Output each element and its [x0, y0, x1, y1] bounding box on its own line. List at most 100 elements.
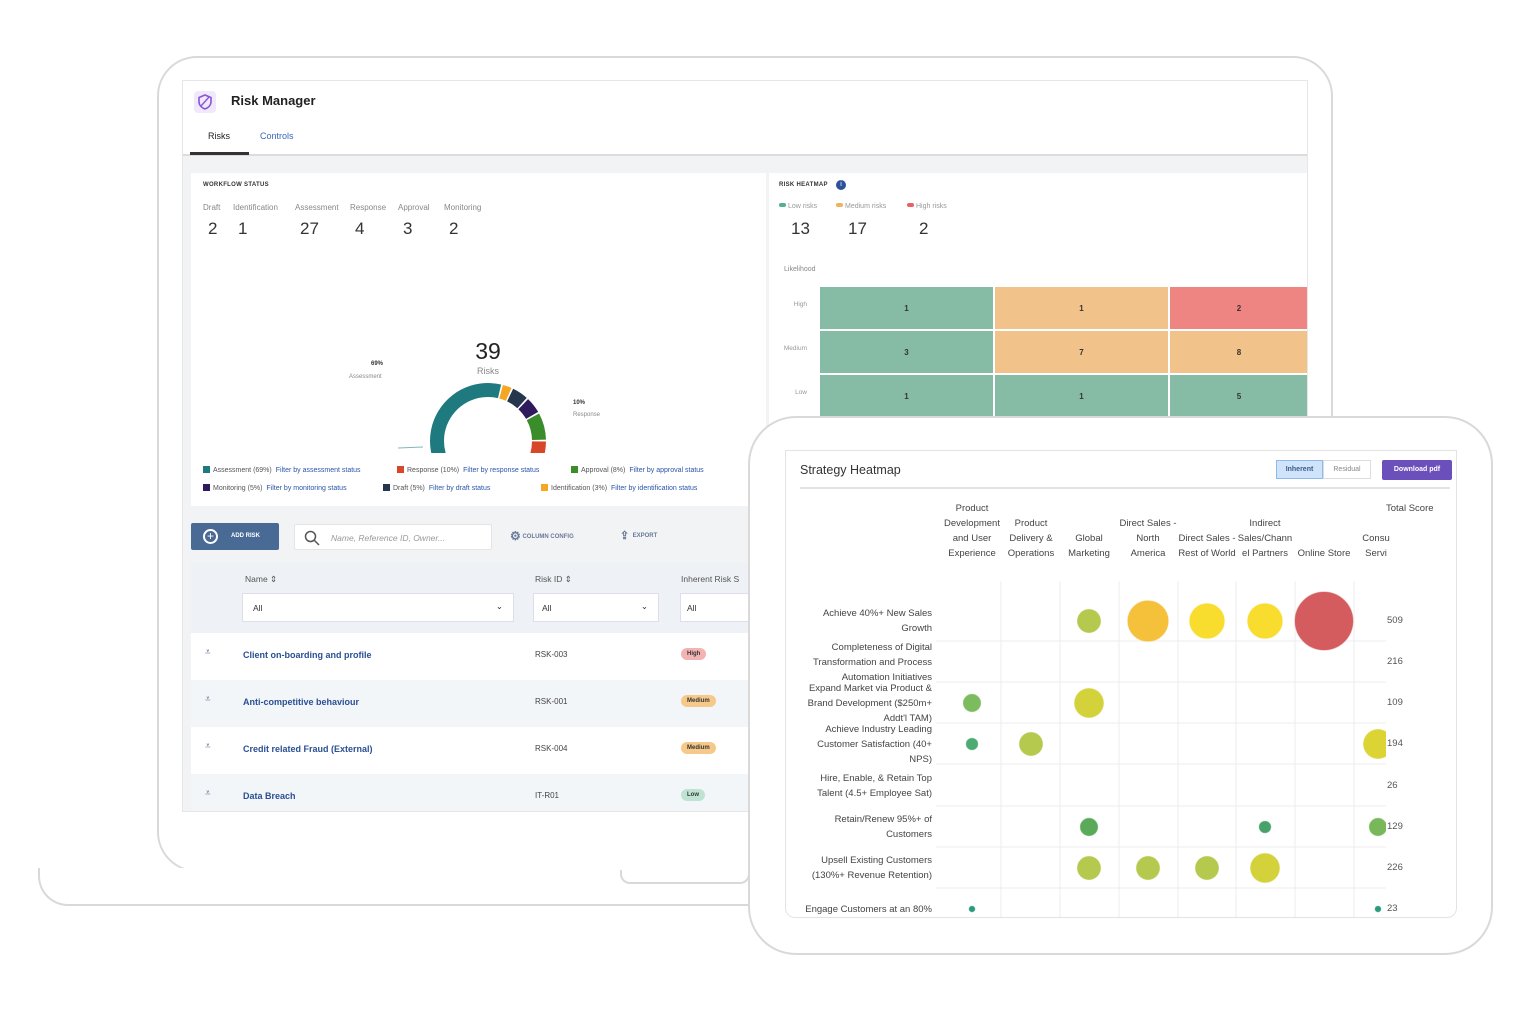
- tab-controls[interactable]: Controls: [260, 131, 294, 141]
- strategy-column-header: Online Store: [1297, 548, 1351, 559]
- strategy-bubble[interactable]: [1018, 731, 1044, 757]
- expand-icon[interactable]: ⩡: [205, 694, 211, 705]
- download-pdf-button[interactable]: Download pdf: [1382, 460, 1452, 480]
- strategy-bubble[interactable]: [1076, 855, 1102, 881]
- strategy-bubble[interactable]: [968, 905, 976, 913]
- export-button[interactable]: ⇪ EXPORT: [620, 529, 657, 542]
- expand-icon[interactable]: ⩡: [205, 788, 211, 799]
- likelihood-row-label: Low: [795, 389, 807, 396]
- strategy-bubble[interactable]: [1194, 855, 1220, 881]
- strategy-bubble[interactable]: [965, 737, 979, 751]
- strategy-bubble[interactable]: [1189, 603, 1225, 639]
- stage-count[interactable]: 2: [208, 219, 218, 238]
- workflow-donut-chart: [397, 383, 546, 453]
- strategy-bubble[interactable]: [1294, 591, 1354, 651]
- app-title: Risk Manager: [231, 93, 316, 108]
- toggle-inherent[interactable]: Inherent: [1276, 460, 1323, 479]
- strategy-bubble[interactable]: [1135, 855, 1161, 881]
- likelihood-row-label: Medium: [783, 345, 807, 352]
- donut-segment-response[interactable]: [524, 441, 546, 453]
- strategy-bubble[interactable]: [1247, 603, 1283, 639]
- heatmap-cell[interactable]: 8: [1169, 330, 1307, 374]
- donut-segment-identification[interactable]: [499, 384, 512, 401]
- heatmap-cell[interactable]: 3: [819, 330, 994, 374]
- heatmap-cell[interactable]: 2: [1169, 286, 1307, 330]
- heatmap-cell[interactable]: 1: [819, 374, 994, 418]
- chevron-down-icon: ⌄: [495, 601, 503, 611]
- strategy-column-header: Product Delivery & Operations: [1007, 518, 1055, 559]
- risk-name-link[interactable]: Credit related Fraud (External): [243, 744, 373, 754]
- total-score: 226: [1387, 862, 1403, 873]
- name-filter-select[interactable]: All ⌄: [242, 593, 514, 622]
- strategy-bubble[interactable]: [1363, 729, 1393, 759]
- plus-circle-icon: +: [203, 529, 218, 544]
- filter-link[interactable]: Filter by monitoring status: [266, 485, 347, 492]
- column-config-button[interactable]: ⚙ COLUMN CONFIG: [510, 529, 574, 543]
- donut-segment-assessment[interactable]: [430, 383, 535, 453]
- info-icon[interactable]: i: [836, 180, 846, 190]
- tab-risks[interactable]: Risks: [208, 131, 230, 141]
- add-risk-button[interactable]: + ADD RISK: [191, 523, 279, 550]
- expand-icon[interactable]: ⩡: [205, 647, 211, 658]
- col-riskid-header[interactable]: Risk ID ⇕: [535, 574, 572, 584]
- donut-segment-monitoring[interactable]: [518, 399, 539, 419]
- stage-count[interactable]: 2: [449, 219, 459, 238]
- table-row[interactable]: ⩡ Client on-boarding and profile RSK-003…: [191, 633, 751, 680]
- callout-response-label: Response: [573, 412, 601, 418]
- strategy-bubble[interactable]: [1368, 817, 1386, 837]
- strategy-bubble[interactable]: [1127, 600, 1169, 642]
- filter-link[interactable]: Filter by draft status: [428, 485, 491, 492]
- strategy-column-header: Global Marketing: [1068, 533, 1110, 559]
- filter-link[interactable]: Filter by identification status: [611, 485, 698, 492]
- legend-swatch: [541, 484, 548, 491]
- strategy-bubble[interactable]: [1258, 820, 1272, 834]
- heatmap-cell[interactable]: 5: [1169, 374, 1307, 418]
- stage-count[interactable]: 27: [300, 219, 319, 238]
- donut-total: 39: [475, 338, 501, 364]
- heatmap-cell[interactable]: 7: [994, 330, 1169, 374]
- heatmap-cell[interactable]: 1: [994, 374, 1169, 418]
- search-placeholder: Name, Reference ID, Owner...: [331, 533, 446, 543]
- strategy-bubble[interactable]: [1250, 853, 1280, 883]
- stage-label: Monitoring: [444, 203, 482, 212]
- strategy-row-label: Achieve 40%+ New Sales Growth: [822, 608, 932, 634]
- heatmap-cell[interactable]: 1: [819, 286, 994, 330]
- heatmap-cell[interactable]: 1: [994, 286, 1169, 330]
- table-header: Name ⇕ Risk ID ⇕ Inherent Risk S All ⌄ Al…: [191, 563, 760, 633]
- search-input[interactable]: Name, Reference ID, Owner...: [294, 524, 492, 550]
- strategy-bubble[interactable]: [1076, 608, 1102, 634]
- strategy-bubble[interactable]: [1074, 688, 1104, 718]
- donut-segment-draft[interactable]: [507, 388, 527, 409]
- risk-name-link[interactable]: Client on-boarding and profile: [243, 650, 372, 660]
- stage-count[interactable]: 4: [355, 219, 365, 238]
- donut-segment-approval[interactable]: [526, 413, 546, 441]
- toggle-residual[interactable]: Residual: [1323, 460, 1371, 479]
- add-risk-label: ADD RISK: [231, 533, 261, 539]
- risk-name-link[interactable]: Data Breach: [243, 791, 296, 801]
- table-row[interactable]: ⩡ Data Breach IT-R01 Low: [191, 774, 751, 811]
- filter-link[interactable]: Filter by response status: [463, 467, 540, 474]
- strategy-column-header: Direct Sales - Rest of World: [1178, 533, 1236, 559]
- column-config-label: COLUMN CONFIG: [522, 534, 574, 540]
- heatmap-legend-item: Low risks: [779, 203, 817, 210]
- strategy-bubble[interactable]: [962, 693, 982, 713]
- inherent-filter-select[interactable]: All: [680, 593, 760, 622]
- legend-item: Draft (5%) Filter by draft status: [383, 484, 490, 492]
- risk-name-link[interactable]: Anti-competitive behaviour: [243, 697, 360, 707]
- strategy-bubble[interactable]: [1374, 905, 1382, 913]
- legend-item: Response (10%) Filter by response status: [397, 466, 539, 474]
- col-inherent-header[interactable]: Inherent Risk S: [681, 574, 740, 584]
- stage-count[interactable]: 3: [403, 219, 413, 238]
- table-row[interactable]: ⩡ Credit related Fraud (External) RSK-00…: [191, 727, 751, 774]
- expand-icon[interactable]: ⩡: [205, 741, 211, 752]
- filter-link[interactable]: Filter by assessment status: [275, 467, 361, 474]
- title-divider: [800, 487, 1450, 489]
- strategy-bubble[interactable]: [1079, 817, 1099, 837]
- riskid-filter-select[interactable]: All ⌄: [533, 593, 659, 622]
- search-icon: [304, 530, 320, 546]
- table-row[interactable]: ⩡ Anti-competitive behaviour RSK-001 Med…: [191, 680, 751, 727]
- col-name-header[interactable]: Name ⇕: [245, 574, 278, 584]
- stage-count[interactable]: 1: [238, 219, 248, 238]
- filter-link[interactable]: Filter by approval status: [629, 467, 704, 474]
- callout-response-pct: 10%: [573, 400, 586, 406]
